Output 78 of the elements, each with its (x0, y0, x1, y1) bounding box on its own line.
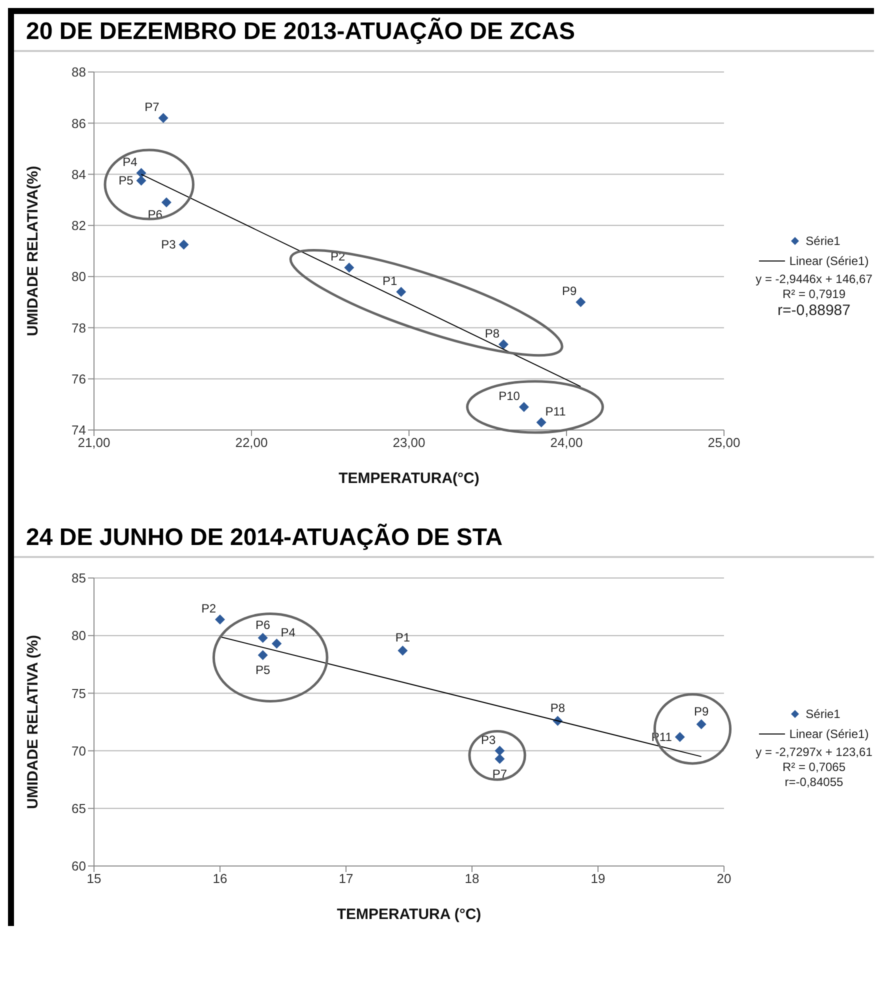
chart-title: 24 DE JUNHO DE 2014-ATUAÇÃO DE STA (14, 520, 874, 558)
point (344, 262, 354, 273)
data-label: P3 (481, 732, 496, 747)
data-label: P3 (161, 238, 176, 252)
y-tick-label: 60 (72, 858, 86, 874)
point (258, 632, 268, 643)
data-label: P1 (395, 630, 410, 645)
y-tick-label: 80 (72, 628, 86, 644)
data-label: P4 (122, 155, 138, 170)
x-tick-label: 23,00 (392, 435, 426, 450)
y-tick-label: 78 (72, 320, 86, 336)
x-tick-label: 18 (464, 871, 480, 886)
data-label: P11 (545, 404, 566, 418)
data-label: P6 (255, 618, 270, 632)
point (272, 638, 282, 649)
x-tick-label: 22,00 (235, 435, 268, 450)
text: R² = 0,7919 (782, 287, 846, 301)
data-label: P7 (144, 100, 160, 114)
x-axis-title: TEMPERATURA(°C) (338, 470, 480, 487)
data-label: P5 (118, 174, 134, 188)
point (518, 402, 529, 412)
data-label: P1 (382, 274, 398, 288)
y-axis-title: UMIDADE RELATIVA (%) (24, 635, 42, 809)
x-axis-title: TEMPERATURA (°C) (336, 906, 482, 923)
y-tick-label: 82 (72, 218, 86, 234)
point (398, 646, 408, 656)
point (158, 113, 168, 124)
x-tick-label: 24,00 (550, 435, 583, 450)
x-tick-label: 21,00 (78, 435, 110, 450)
point (136, 176, 146, 186)
text: r=-0,84055 (784, 774, 844, 788)
chart-title: 20 DE DEZEMBRO DE 2013-ATUAÇÃO DE ZCAS (14, 14, 874, 52)
legend-label: Linear (Série1) (789, 726, 869, 740)
x-tick-label: 16 (212, 871, 228, 886)
point (576, 297, 586, 308)
y-tick-label: 85 (72, 570, 86, 586)
y-tick-label: 76 (72, 371, 86, 386)
point (396, 286, 406, 297)
point (215, 614, 225, 624)
data-label: P4 (280, 626, 296, 640)
legend-label: Linear (Série1) (789, 254, 869, 268)
data-label: P9 (562, 284, 577, 298)
y-axis-title: UMIDADE RELATIVA(%) (24, 166, 42, 336)
point (161, 197, 172, 208)
x-tick-label: 15 (86, 871, 102, 886)
y-tick-label: 84 (72, 166, 86, 182)
x-tick-label: 17 (338, 871, 354, 886)
text: y = -2,9446x + 146,67 (756, 272, 872, 286)
point (494, 754, 505, 764)
data-label: P10 (498, 388, 520, 403)
point (258, 650, 268, 660)
data-label: P9 (694, 704, 709, 718)
y-tick-label: 86 (72, 116, 86, 131)
point (498, 339, 508, 350)
data-label: P8 (550, 700, 566, 715)
data-label: P8 (484, 326, 500, 340)
text: r=-0,88987 (778, 302, 850, 319)
text: y = -2,7297x + 123,61 (756, 744, 872, 758)
data-label: P7 (492, 766, 508, 781)
x-tick-label: 25,00 (708, 435, 740, 450)
point (178, 240, 189, 250)
point (696, 719, 706, 730)
data-label: P5 (255, 663, 270, 678)
y-tick-label: 80 (72, 269, 86, 284)
y-tick-label: 75 (72, 686, 86, 701)
text: R² = 0,7065 (782, 760, 846, 774)
point (536, 417, 546, 428)
y-tick-label: 70 (72, 743, 86, 758)
legend-label: Série1 (806, 234, 840, 248)
legend-label: Série1 (806, 706, 840, 720)
point (494, 746, 505, 756)
point (674, 732, 685, 742)
x-tick-label: 19 (590, 871, 606, 886)
y-tick-label: 74 (72, 422, 86, 438)
data-label: P2 (201, 601, 216, 616)
y-tick-label: 65 (72, 801, 86, 816)
x-tick-label: 20 (716, 871, 732, 886)
y-tick-label: 88 (72, 64, 86, 80)
